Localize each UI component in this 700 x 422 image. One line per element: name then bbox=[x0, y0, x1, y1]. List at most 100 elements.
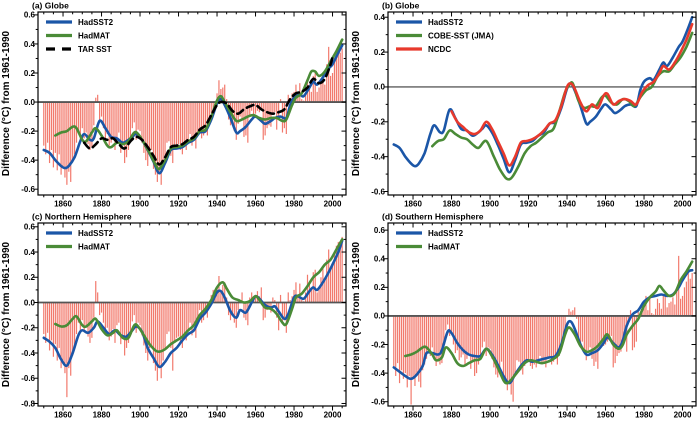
axis-ticks bbox=[33, 223, 346, 411]
legend: HadSST2 HadMAT bbox=[396, 229, 464, 252]
series-line-tar-sst bbox=[82, 55, 334, 166]
legend-label: HadSST2 bbox=[78, 18, 114, 27]
y-tick-label: -0.8 bbox=[21, 399, 35, 408]
y-tick-label: 0.6 bbox=[374, 226, 386, 235]
x-tick-label: 1940 bbox=[208, 200, 226, 209]
y-axis-label: Difference (°C) from 1961-1990 bbox=[351, 30, 362, 176]
y-tick-label: 0.6 bbox=[24, 223, 36, 232]
plot-area bbox=[38, 38, 346, 185]
chart-panel-a: 1860 1880 1900 1920 1940 1960 1980 2000 0.6 0.4 0.… bbox=[1, 1, 347, 209]
plot-frame bbox=[37, 11, 347, 196]
plot-area bbox=[388, 15, 696, 181]
legend-label: HadSST2 bbox=[78, 229, 114, 238]
legend-label: HadMAT bbox=[78, 32, 110, 41]
plot-frame bbox=[37, 222, 347, 407]
y-tick-label: 0.0 bbox=[374, 312, 386, 321]
plot-frame bbox=[387, 222, 697, 407]
y-tick-label: 0.4 bbox=[374, 13, 386, 22]
y-tick-label: -0.6 bbox=[21, 185, 35, 194]
legend-label: HadMAT bbox=[428, 243, 460, 252]
series-line-hadsst2 bbox=[392, 268, 694, 385]
x-tick-label: 1980 bbox=[285, 200, 303, 209]
y-tick-label: -0.6 bbox=[21, 374, 35, 383]
y-tick-label: -0.4 bbox=[21, 349, 35, 358]
y-tick-label: -0.6 bbox=[371, 398, 385, 407]
chart-panel-b: 1860 1880 1900 1920 1940 1960 1980 2000 0.4 0.2 0.… bbox=[351, 1, 697, 209]
legend-label: TAR SST bbox=[78, 45, 112, 54]
legend-label: HadSST2 bbox=[428, 18, 464, 27]
x-tick-label: 2000 bbox=[674, 200, 692, 209]
y-tick-label: 0.0 bbox=[374, 83, 386, 92]
panel-title: (b) Globe bbox=[382, 1, 420, 11]
y-tick-label: -0.4 bbox=[371, 369, 385, 378]
y-tick-label: -0.6 bbox=[371, 187, 385, 196]
x-tick-label: 1860 bbox=[54, 411, 72, 420]
x-tick-label: 1880 bbox=[93, 411, 111, 420]
x-tick-label: 1920 bbox=[520, 411, 538, 420]
y-tick-label: -0.4 bbox=[21, 156, 35, 165]
x-tick-label: 1920 bbox=[170, 411, 188, 420]
y-tick-label: 0.6 bbox=[24, 11, 36, 20]
x-tick-label: 1940 bbox=[558, 411, 576, 420]
legend-label: HadMAT bbox=[78, 243, 110, 252]
x-tick-label: 1880 bbox=[443, 411, 461, 420]
x-tick-label: 2000 bbox=[324, 200, 342, 209]
y-tick-label: 0.0 bbox=[24, 298, 36, 307]
axis-ticks bbox=[383, 223, 696, 411]
x-tick-label: 1960 bbox=[597, 200, 615, 209]
chart-panel-c: 1860 1880 1900 1920 1940 1960 1980 2000 0.6 0.4 0.… bbox=[1, 212, 347, 420]
y-tick-label: 0.2 bbox=[24, 69, 36, 78]
legend: HadSST2 HadMAT bbox=[46, 229, 114, 252]
x-tick-label: 2000 bbox=[674, 411, 692, 420]
anomaly-bars bbox=[43, 236, 343, 398]
x-tick-label: 1940 bbox=[208, 411, 226, 420]
x-tick-label: 1860 bbox=[54, 200, 72, 209]
y-tick-label: -0.2 bbox=[371, 340, 385, 349]
y-tick-label: 0.2 bbox=[374, 48, 386, 57]
x-tick-label: 1860 bbox=[404, 411, 422, 420]
y-axis-label: Difference (°C) from 1961-1990 bbox=[351, 241, 362, 387]
legend-label: NCDC bbox=[428, 45, 451, 54]
x-tick-label: 1920 bbox=[170, 200, 188, 209]
chart-panel-d: 1860 1880 1900 1920 1940 1960 1980 2000 0.6 0.4 0.… bbox=[351, 212, 697, 420]
x-tick-label: 1860 bbox=[404, 200, 422, 209]
plot-frame bbox=[387, 11, 697, 196]
panel-title: (d) Southern Hemisphere bbox=[382, 212, 484, 222]
x-tick-label: 1900 bbox=[481, 200, 499, 209]
x-tick-label: 1880 bbox=[443, 200, 461, 209]
x-tick-label: 1920 bbox=[520, 200, 538, 209]
y-tick-label: -0.2 bbox=[371, 118, 385, 127]
x-tick-label: 1980 bbox=[635, 200, 653, 209]
series-line-ncdc bbox=[450, 22, 694, 167]
y-tick-label: 0.4 bbox=[24, 40, 36, 49]
anomaly-bars bbox=[43, 46, 343, 185]
y-tick-label: 0.2 bbox=[374, 283, 386, 292]
x-tick-label: 1900 bbox=[481, 411, 499, 420]
axis-ticks bbox=[383, 12, 696, 200]
series-line-hadmat bbox=[404, 260, 694, 385]
y-tick-label: -0.4 bbox=[371, 153, 385, 162]
x-tick-label: 1880 bbox=[93, 200, 111, 209]
series-line-hadmat bbox=[54, 38, 344, 171]
series-line-hadmat bbox=[54, 238, 344, 354]
y-tick-label: 0.2 bbox=[24, 273, 36, 282]
y-tick-label: 0.4 bbox=[374, 255, 386, 264]
x-tick-label: 1940 bbox=[558, 200, 576, 209]
x-tick-label: 1900 bbox=[131, 200, 149, 209]
legend: HadSST2 COBE-SST (JMA) NCDC bbox=[396, 18, 494, 54]
x-tick-label: 2000 bbox=[324, 411, 342, 420]
x-tick-label: 1980 bbox=[635, 411, 653, 420]
panel-title: (a) Globe bbox=[32, 1, 69, 11]
axis-ticks bbox=[33, 12, 346, 200]
y-tick-label: -0.2 bbox=[21, 324, 35, 333]
x-tick-label: 1960 bbox=[247, 411, 265, 420]
y-tick-label: 0.4 bbox=[24, 248, 36, 257]
y-axis-label: Difference (°C) from 1961-1990 bbox=[1, 241, 12, 387]
x-tick-label: 1980 bbox=[285, 411, 303, 420]
plot-area bbox=[388, 255, 696, 405]
panel-title: (c) Northern Hemisphere bbox=[32, 212, 132, 222]
legend-label: COBE-SST (JMA) bbox=[428, 32, 494, 41]
plot-area bbox=[38, 236, 346, 398]
legend: HadSST2 HadMAT TAR SST bbox=[46, 18, 114, 54]
